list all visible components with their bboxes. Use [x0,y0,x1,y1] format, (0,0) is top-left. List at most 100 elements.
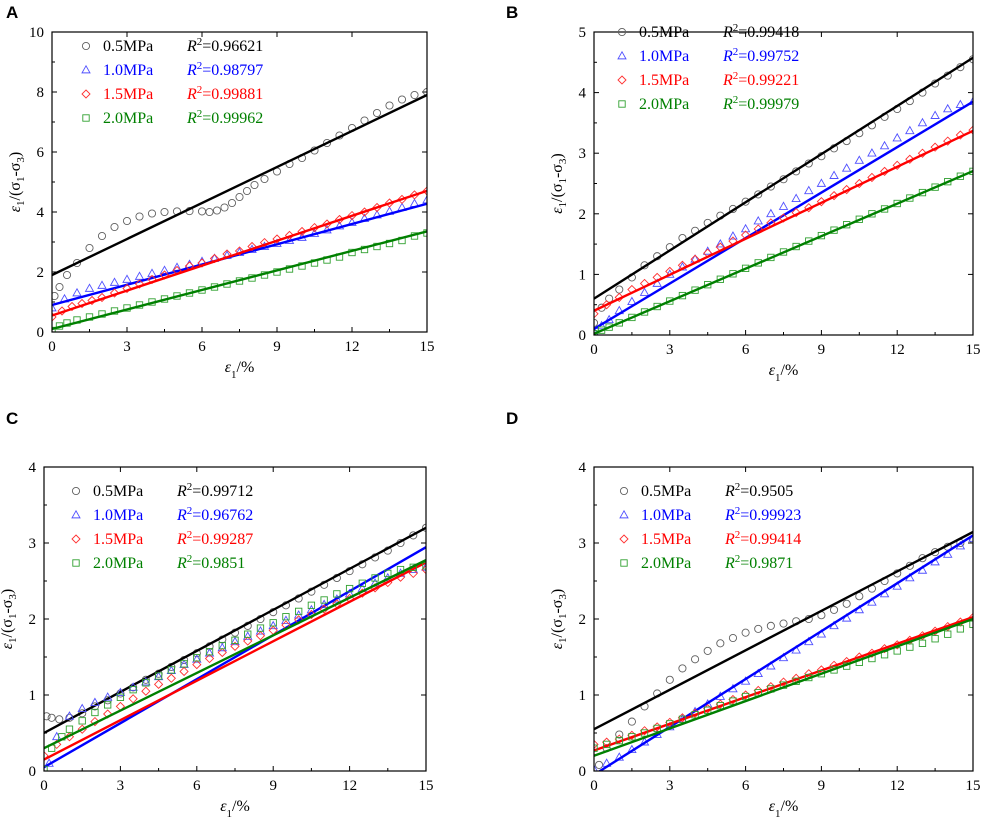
x-axis-label-rest: /% [237,359,255,376]
data-point [116,693,125,701]
legend-r2-symbol: R [176,531,187,548]
y-tick-label: 10 [29,25,44,41]
data-point [167,666,175,674]
data-point [594,764,598,771]
y-tick-label: 3 [29,536,37,552]
y-axis-label-part: /(σ [0,619,16,638]
y-tick-label: 2 [37,265,45,281]
data-point [345,584,354,593]
fit-line [594,617,973,757]
data-point [247,241,257,252]
data-point [154,672,163,680]
legend-label: 1.0MPa [103,62,153,79]
plot-frame [43,466,427,772]
data-point [122,216,132,226]
data-point [627,717,636,726]
data-point [91,708,99,717]
fit-line [594,129,973,312]
legend-r2-value: =0.99287 [192,531,253,548]
legend-marker [72,559,80,567]
y-tick-label: 0 [29,764,37,780]
data-point [931,548,940,557]
data-point [217,642,228,652]
data-point [385,101,394,110]
legend-label: 1.0MPa [93,507,143,524]
data-point [243,636,253,646]
data-point [142,679,150,687]
x-tick-label: 0 [590,778,598,794]
data-point [205,648,214,656]
plot-data [52,87,427,332]
legend-r2-value: =0.99979 [738,96,799,113]
legend-r2-exp: 2 [197,108,203,120]
data-point [205,207,214,217]
data-point [854,155,865,164]
data-point [104,701,112,709]
legend-marker [71,534,81,544]
data-point [295,607,303,616]
legend-r2-exp: 2 [197,60,203,72]
x-axis-label-epsilon: ε [225,359,232,376]
y-tick-label: 2 [579,207,587,223]
y-axis-label-part: -σ [0,599,16,613]
panel-letter: D [506,409,518,428]
y-tick-label: 4 [37,205,45,221]
x-tick-label: 6 [193,778,201,794]
data-point [892,160,902,170]
legend-r2-exp: 2 [735,529,741,541]
legend-label: 0.5MPa [639,24,689,41]
data-point [242,186,252,196]
data-point [55,282,64,292]
y-tick-label: 4 [579,460,587,476]
data-point [741,197,750,206]
x-axis-label-sub: 1 [227,808,233,817]
legend-label: 2.0MPa [103,110,153,127]
legend-r2: R2=0.99923 [724,505,801,524]
legend-r2-value: =0.9505 [740,483,793,500]
data-point [52,291,59,301]
data-point [968,96,973,106]
data-point [134,279,145,289]
x-tick-label: 15 [419,778,434,794]
legend-marker [82,114,90,122]
legend-label: 2.0MPa [93,555,143,572]
legend-marker [617,50,627,60]
data-point [204,653,215,664]
x-tick-label: 3 [666,778,674,794]
fit-line [44,546,426,769]
data-point [943,136,953,146]
data-point [892,132,902,142]
panel-letter: A [6,3,18,22]
legend-marker [617,75,627,85]
x-tick-label: 3 [666,342,674,358]
y-tick-label: 3 [579,146,587,162]
y-axis-label-part: 1 [557,202,569,208]
y-axis-label-part: 1 [7,637,19,643]
data-point [84,283,95,292]
data-point [260,174,269,184]
legend-marker [71,486,81,496]
data-point [192,659,202,670]
data-point [879,140,890,150]
legend-label: 1.5MPa [103,86,153,103]
legend-marker [620,559,628,567]
legend-r2-value: =0.99881 [202,86,263,103]
y-tick-label: 0 [37,325,45,341]
legend-label: 1.5MPa [639,72,689,89]
data-point [234,246,245,256]
plot-frame [593,466,974,772]
legend-r2: R2=0.9505 [724,481,793,500]
data-point [867,148,877,157]
x-tick-label: 15 [966,342,981,358]
data-point [97,231,107,241]
legend-label: 2.0MPa [639,96,689,113]
x-tick-label: 12 [342,778,357,794]
x-tick-label: 15 [966,778,981,794]
data-point [192,654,202,663]
data-point [230,636,240,646]
fit-line [594,169,973,335]
fit-line [44,559,426,750]
data-point [147,209,157,218]
data-point [242,631,253,640]
